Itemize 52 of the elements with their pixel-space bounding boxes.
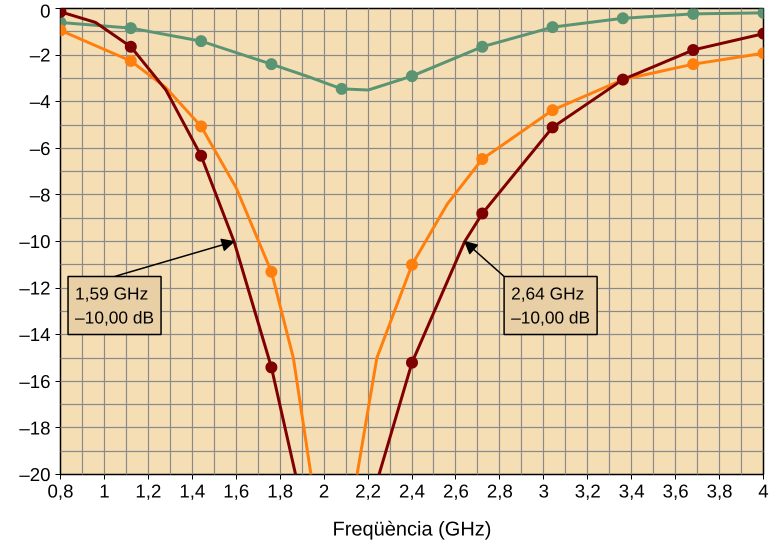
x-tick-label: 2: [318, 480, 330, 502]
point: [687, 44, 700, 56]
x-tick-label: 2,2: [355, 480, 382, 502]
x-tick-label: 3: [538, 480, 550, 502]
annotation: 1,59 GHz –10,00 dB: [75, 283, 154, 328]
x-tick-label: 3,8: [706, 480, 733, 502]
x-tick-label: 3,6: [662, 480, 689, 502]
point: [546, 104, 559, 116]
point: [195, 150, 208, 162]
point: [406, 70, 418, 82]
point: [124, 22, 137, 34]
point: [265, 361, 278, 374]
x-tick-label: 2,6: [442, 480, 469, 502]
x-axis-title: Freqüència (GHz): [332, 518, 492, 540]
y-tick-label: –16: [19, 370, 51, 392]
point: [476, 153, 488, 166]
x-tick-label: 1,6: [223, 480, 250, 502]
point: [687, 58, 700, 70]
point: [265, 266, 278, 278]
x-tick-label: 3,4: [618, 480, 645, 502]
y-tick-label: –12: [19, 278, 51, 299]
point: [265, 58, 278, 70]
point: [124, 54, 137, 67]
y-tick-label: –4: [30, 91, 51, 112]
point: [476, 208, 488, 220]
point: [546, 21, 559, 34]
x-tick-label: 1,8: [267, 480, 294, 502]
point: [406, 258, 418, 271]
x-tick-label: 1: [99, 480, 110, 502]
x-tick-label: 2,8: [486, 480, 513, 502]
annotation: 2,64 GHz –10,00 dB: [511, 283, 590, 328]
y-tick-label: –6: [30, 138, 51, 159]
x-tick-label: 3,2: [574, 480, 601, 502]
point: [546, 121, 559, 134]
y-tick-label: –18: [19, 417, 51, 438]
point: [336, 82, 348, 95]
point: [687, 8, 700, 20]
point: [616, 12, 629, 24]
x-tick-label: 2,4: [399, 480, 425, 502]
x-tick-label: 1,2: [135, 480, 162, 502]
x-tick-label: 1,4: [179, 480, 206, 502]
y-tick-label: –8: [30, 184, 51, 206]
y-tick-label: –2: [30, 44, 51, 66]
y-tick-label: –14: [19, 324, 51, 346]
point: [476, 40, 488, 53]
point: [195, 35, 208, 48]
point: [195, 120, 208, 132]
x-tick-label: 4: [758, 480, 769, 502]
y-tick-label: 0: [40, 0, 51, 22]
y-tick-label: –10: [19, 231, 51, 252]
point: [406, 356, 418, 369]
point: [124, 40, 137, 53]
